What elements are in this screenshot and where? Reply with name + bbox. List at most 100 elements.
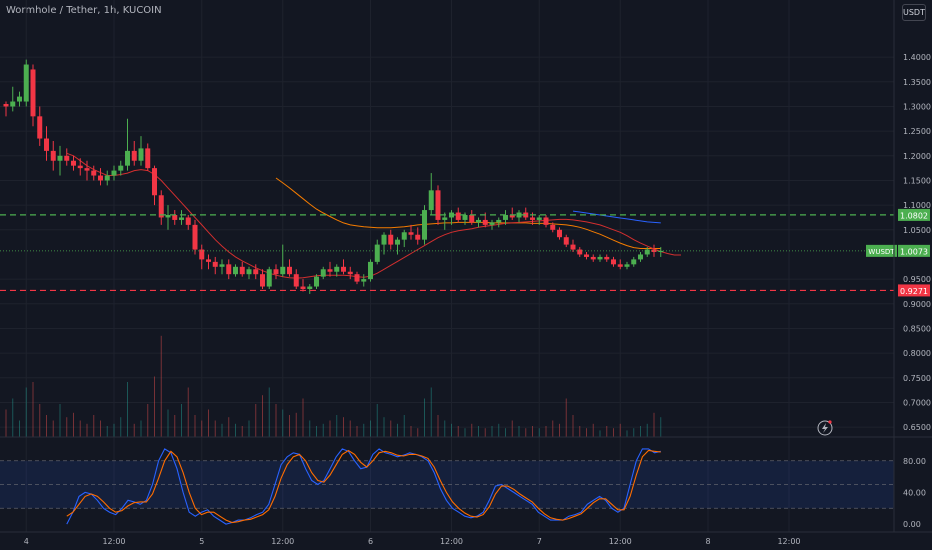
candle-body <box>320 269 326 277</box>
candle-body <box>158 195 164 218</box>
candle-body <box>631 259 637 265</box>
candle-body <box>226 264 232 275</box>
volume-bar <box>255 404 257 437</box>
volume-bar <box>214 420 216 437</box>
volume-bar <box>100 420 101 437</box>
volume-bar <box>39 404 41 437</box>
candle-body <box>422 210 427 240</box>
volume-bar <box>511 420 513 437</box>
candle-body <box>131 150 137 161</box>
candle-body <box>246 269 252 275</box>
level-price-tag <box>898 284 930 297</box>
price-tick-label: 1.0500 <box>903 226 931 235</box>
price-tick-label: 0.7000 <box>903 398 931 407</box>
volume-bar <box>73 412 74 437</box>
candle-body <box>145 148 151 169</box>
volume-bar <box>498 423 500 437</box>
time-tick-label: 12:00 <box>609 537 632 546</box>
candle-body <box>469 215 475 223</box>
candle-body <box>354 274 360 282</box>
candle-body <box>179 217 184 220</box>
stochastic-tick-label: 40.00 <box>903 488 926 497</box>
candle-body <box>91 170 97 176</box>
volume-bar <box>586 428 587 437</box>
candle-body <box>273 269 279 275</box>
currency-unit-button[interactable]: USDT <box>902 4 926 21</box>
volume-bar <box>140 420 142 437</box>
volume-bar <box>403 415 405 437</box>
price-tick-label: 1.2000 <box>903 152 931 161</box>
volume-bar <box>451 423 452 437</box>
volume-bar <box>228 417 230 437</box>
volume-bar <box>322 423 324 437</box>
price-tick-label: 1.3500 <box>903 78 931 87</box>
volume-bar <box>525 428 527 437</box>
candle-body <box>30 69 36 117</box>
volume-bar <box>383 417 385 437</box>
candle-body <box>435 190 441 220</box>
volume-bar <box>559 423 560 437</box>
symbol-label: WUSDT <box>868 248 895 256</box>
volume-bar <box>491 426 493 437</box>
candle-body <box>347 271 353 275</box>
candle-body <box>118 165 124 171</box>
candle-body <box>287 266 292 275</box>
volume-bar <box>32 382 34 437</box>
candle-body <box>489 222 495 225</box>
volume-bar <box>59 404 61 437</box>
volume-bar <box>120 417 122 437</box>
volume-bar <box>113 423 115 437</box>
volume-bar <box>410 426 412 437</box>
volume-bar <box>66 417 68 437</box>
volume-bar <box>52 420 54 437</box>
stochastic-tick-label: 80.00 <box>903 457 926 466</box>
candle-body <box>476 219 481 223</box>
candle-body <box>307 286 313 289</box>
lightning-icon <box>822 423 828 433</box>
candle-body <box>503 215 508 220</box>
candle-body <box>280 266 286 275</box>
volume-bar <box>430 387 432 437</box>
candle-body <box>658 250 664 252</box>
candle-body <box>361 279 367 282</box>
candle-body <box>570 244 576 250</box>
candle-body <box>509 215 515 218</box>
last-price-label: 1.0073 <box>900 247 928 256</box>
candle-body <box>300 286 306 289</box>
volume-bar <box>370 420 371 437</box>
candle-body <box>374 244 380 262</box>
volume-bar <box>613 428 614 437</box>
volume-bar <box>565 398 567 437</box>
volume-bar <box>241 426 243 437</box>
volume-bar <box>5 409 7 437</box>
candle-body <box>10 101 16 107</box>
candle-body <box>219 264 225 267</box>
candle-body <box>415 234 421 240</box>
candle-body <box>455 212 461 220</box>
volume-bar <box>194 415 196 437</box>
candle-body <box>590 256 596 260</box>
candle-body <box>199 249 205 260</box>
candle-body <box>104 175 110 181</box>
volume-bar <box>181 404 182 437</box>
price-tick-label: 0.6500 <box>903 423 931 432</box>
candle-body <box>584 254 589 257</box>
volume-bar <box>147 404 149 437</box>
candle-body <box>44 138 49 151</box>
candle-body <box>64 155 70 161</box>
volume-bar <box>86 423 88 437</box>
candle-body <box>428 190 434 211</box>
price-tick-label: 1.2500 <box>903 127 931 136</box>
time-tick-label: 12:00 <box>777 537 800 546</box>
volume-bar <box>579 426 581 437</box>
volume-bar <box>262 395 263 437</box>
volume-bar <box>505 428 506 437</box>
volume-bar <box>619 423 621 437</box>
candle-body <box>624 264 630 267</box>
volume-bar <box>457 426 459 437</box>
candle-body <box>563 237 569 245</box>
candle-body <box>50 150 56 161</box>
volume-bar <box>478 426 479 437</box>
price-tick-label: 0.9500 <box>903 275 931 284</box>
